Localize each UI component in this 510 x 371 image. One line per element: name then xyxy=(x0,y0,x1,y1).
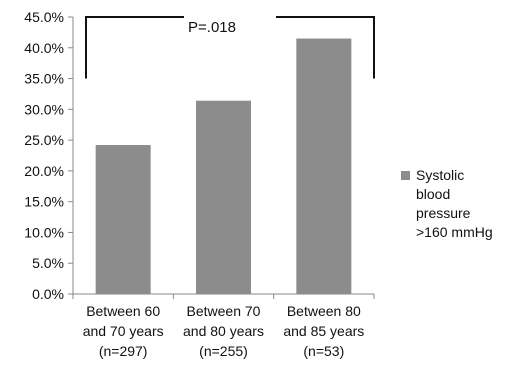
bar xyxy=(196,100,251,295)
legend-label-line: blood xyxy=(416,186,450,202)
y-tick-label: 30.0% xyxy=(24,101,64,117)
bracket-left xyxy=(85,16,184,79)
y-tick-label: 35.0% xyxy=(24,71,64,87)
y-tick-label: 40.0% xyxy=(24,40,64,56)
significance-bracket: P=.018 xyxy=(85,16,375,79)
x-tick-label-line: and 80 years xyxy=(183,323,264,339)
y-axis: 0.0% 5.0% 10.0% 15.0% 20.0% 25.0% 30.0% 35.0% 40… xyxy=(24,9,74,302)
x-tick-label-line: (n=297) xyxy=(99,343,148,359)
legend: Systolic blood pressure >160 mmHg xyxy=(401,167,493,240)
x-tick-label-line: Between 80 xyxy=(287,303,361,319)
x-tick-label-line: Between 60 xyxy=(86,303,160,319)
legend-label-line: pressure xyxy=(416,205,471,221)
x-tick-label-line: (n=255) xyxy=(199,343,248,359)
legend-label: Systolic blood pressure >160 mmHg xyxy=(416,167,493,240)
y-tick-label: 20.0% xyxy=(24,163,64,179)
p-value-label: P=.018 xyxy=(188,19,236,36)
bars xyxy=(95,38,352,295)
y-tick-label: 25.0% xyxy=(24,132,64,148)
y-tick-label: 10.0% xyxy=(24,224,64,240)
x-tick-label: Between 70 and 80 years (n=255) xyxy=(183,303,264,359)
y-tick-label: 15.0% xyxy=(24,194,64,210)
x-tick-label: Between 80 and 85 years (n=53) xyxy=(283,303,364,359)
y-tick-label: 0.0% xyxy=(32,286,64,302)
x-tick-label-line: (n=53) xyxy=(303,343,344,359)
bar xyxy=(296,38,352,294)
x-tick-label-line: and 70 years xyxy=(83,323,164,339)
x-tick-label-line: and 85 years xyxy=(283,323,364,339)
bar xyxy=(95,145,151,294)
x-tick-label-line: Between 70 xyxy=(187,303,261,319)
bracket-right xyxy=(276,16,375,79)
x-axis: Between 60 and 70 years (n=297) Between 70 a… xyxy=(72,293,375,359)
y-tick-label: 45.0% xyxy=(24,9,64,25)
y-tick-label: 5.0% xyxy=(32,255,64,271)
legend-label-line: >160 mmHg xyxy=(416,224,493,240)
legend-swatch xyxy=(401,171,410,180)
x-tick-label: Between 60 and 70 years (n=297) xyxy=(83,303,164,359)
legend-label-line: Systolic xyxy=(416,167,464,183)
